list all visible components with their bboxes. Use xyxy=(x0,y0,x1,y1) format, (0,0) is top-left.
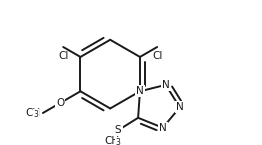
Text: N: N xyxy=(176,102,184,112)
Text: Cl: Cl xyxy=(152,51,162,61)
Text: N: N xyxy=(159,123,167,133)
Text: CH: CH xyxy=(25,108,40,118)
Text: N: N xyxy=(136,86,144,96)
Text: 3: 3 xyxy=(116,138,121,145)
Text: O: O xyxy=(56,98,64,108)
Text: Cl: Cl xyxy=(58,51,68,61)
Text: S: S xyxy=(115,125,122,135)
Text: N: N xyxy=(162,80,170,90)
Text: 3: 3 xyxy=(34,110,38,119)
Text: CH: CH xyxy=(104,136,119,145)
